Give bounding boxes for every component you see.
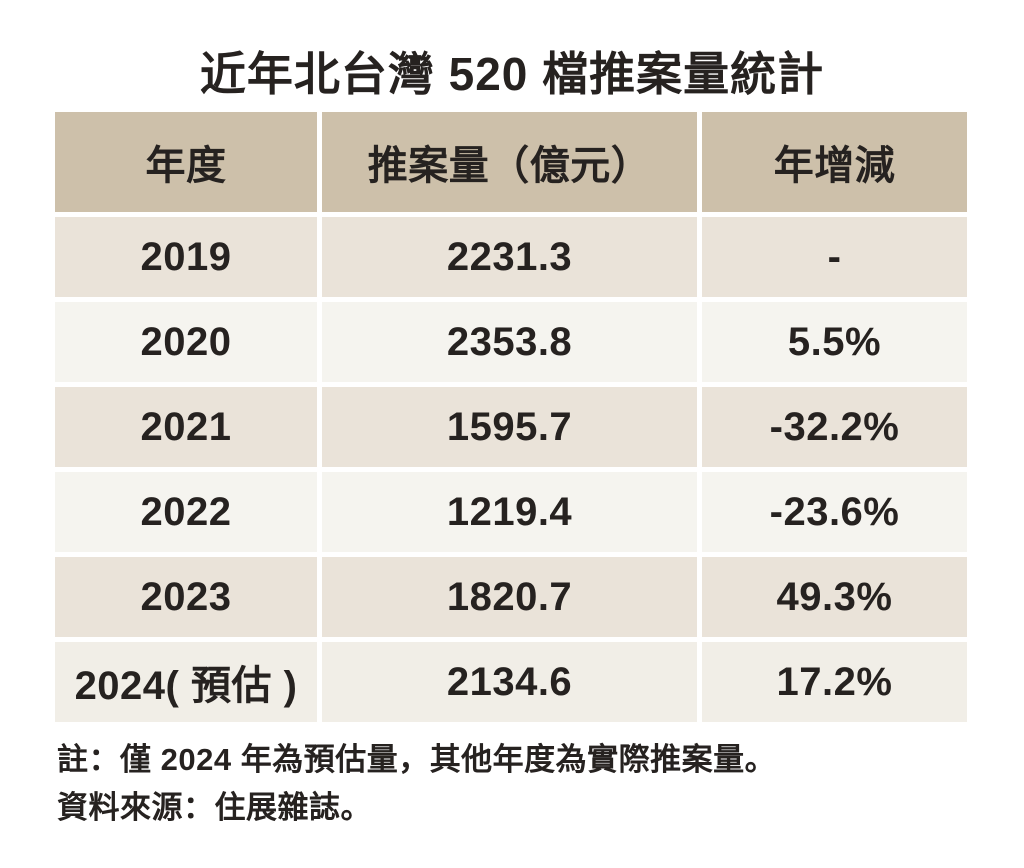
volume-cell: 2134.6 <box>322 642 697 722</box>
yoy-cell: - <box>702 217 967 297</box>
volume-cell: 1595.7 <box>322 387 697 467</box>
footnote-line-1: 註：僅 2024 年為預估量，其他年度為實際推案量。 <box>57 742 777 777</box>
year-cell: 2022 <box>55 472 317 552</box>
page-title: 近年北台灣 520 檔推案量統計 <box>199 48 825 100</box>
header-cell-volume: 推案量（億元） <box>322 112 697 212</box>
yoy-cell: -23.6% <box>702 472 967 552</box>
footnote-line-2: 資料來源：住展雜誌。 <box>57 790 372 825</box>
stat-table: 年度 推案量（億元） 年增減 2019 2231.3 - 2020 2353.8… <box>55 112 967 722</box>
volume-cell: 1219.4 <box>322 472 697 552</box>
volume-cell: 2231.3 <box>322 217 697 297</box>
footnotes: 註：僅 2024 年為預估量，其他年度為實際推案量。 資料來源：住展雜誌。 <box>57 736 987 832</box>
year-cell: 2020 <box>55 302 317 382</box>
header-cell-yoy: 年增減 <box>702 112 967 212</box>
year-cell: 2021 <box>55 387 317 467</box>
volume-cell: 2353.8 <box>322 302 697 382</box>
yoy-cell: 17.2% <box>702 642 967 722</box>
year-cell: 2024( 預估 ) <box>55 642 317 722</box>
volume-cell: 1820.7 <box>322 557 697 637</box>
year-cell: 2023 <box>55 557 317 637</box>
header-cell-year: 年度 <box>55 112 317 212</box>
yoy-cell: -32.2% <box>702 387 967 467</box>
yoy-cell: 49.3% <box>702 557 967 637</box>
year-cell: 2019 <box>55 217 317 297</box>
yoy-cell: 5.5% <box>702 302 967 382</box>
